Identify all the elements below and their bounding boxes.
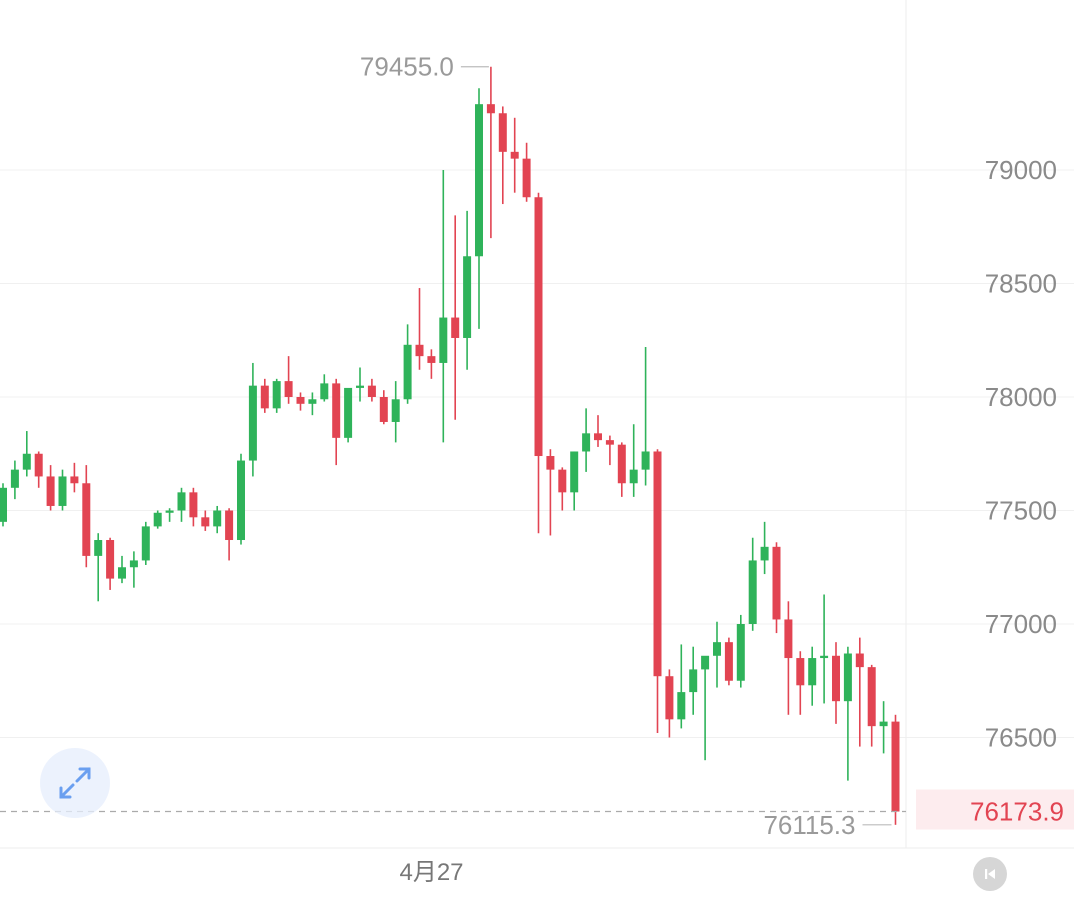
candle-body bbox=[237, 460, 245, 541]
time-axis-label: 4月27 bbox=[399, 859, 463, 886]
candle-body bbox=[617, 444, 626, 484]
candle-body bbox=[653, 451, 662, 677]
candle-body bbox=[46, 476, 55, 506]
candle-body bbox=[891, 721, 900, 812]
candle-body bbox=[367, 385, 376, 397]
candle-body bbox=[689, 669, 698, 693]
candle-body bbox=[165, 510, 174, 513]
low-price-label: 76115.3 bbox=[763, 810, 855, 840]
candle-body bbox=[272, 381, 281, 409]
candle-body bbox=[522, 158, 531, 198]
candle-body bbox=[439, 317, 448, 363]
candle-body bbox=[796, 658, 805, 686]
candle-body bbox=[510, 151, 519, 159]
candle-body bbox=[760, 546, 769, 561]
y-tick-label: 79000 bbox=[985, 155, 1057, 185]
candle-body bbox=[320, 383, 329, 400]
candle-body bbox=[308, 399, 317, 404]
y-tick-label: 77000 bbox=[985, 609, 1057, 639]
candle-body bbox=[724, 642, 733, 681]
candle-body bbox=[141, 526, 150, 561]
candle-body bbox=[867, 667, 876, 727]
candle-body bbox=[463, 256, 472, 338]
candle-body bbox=[558, 469, 567, 493]
candle-body bbox=[153, 512, 162, 527]
y-tick-label: 78000 bbox=[985, 382, 1057, 412]
candle-body bbox=[415, 344, 424, 357]
candle-body bbox=[772, 546, 781, 620]
candle-body bbox=[570, 451, 579, 493]
current-price-label: 76173.9 bbox=[970, 797, 1064, 827]
candle-body bbox=[260, 385, 269, 409]
candle-body bbox=[248, 385, 257, 461]
candle-body bbox=[629, 469, 638, 484]
candle-body bbox=[403, 344, 412, 400]
candle-body bbox=[736, 624, 745, 681]
candle-body bbox=[713, 642, 721, 656]
candle-body bbox=[344, 387, 353, 438]
candle-body bbox=[820, 655, 829, 659]
candle-body bbox=[379, 397, 388, 422]
candle-body bbox=[391, 399, 400, 422]
current-price-badge bbox=[916, 789, 1074, 830]
y-tick-label: 78500 bbox=[985, 269, 1057, 299]
candle-body bbox=[70, 476, 79, 484]
candle-body bbox=[498, 113, 507, 152]
candle-body bbox=[832, 655, 840, 702]
candle-body bbox=[58, 476, 67, 506]
candle-body bbox=[129, 560, 138, 568]
candle-body bbox=[677, 692, 686, 720]
expand-diagonal-icon bbox=[59, 767, 91, 799]
candle-body bbox=[10, 469, 19, 488]
candle-body bbox=[605, 440, 614, 445]
candle-body bbox=[582, 433, 591, 452]
candle-body bbox=[534, 197, 543, 457]
candle-body bbox=[855, 653, 864, 668]
candle-body bbox=[34, 453, 43, 477]
candle-body bbox=[201, 517, 210, 527]
candle-body bbox=[225, 510, 234, 541]
price-markers: 79455.0 76115.3 76173.9 bbox=[0, 52, 1074, 840]
candle-body bbox=[843, 653, 852, 702]
price-axis: 76500 77000 77500 78000 78500 79000 bbox=[985, 155, 1057, 753]
candle-body bbox=[748, 560, 757, 624]
candle-body bbox=[594, 433, 602, 441]
candle-body bbox=[284, 381, 293, 397]
candle-body bbox=[808, 658, 817, 686]
candle-body bbox=[665, 676, 674, 720]
candle-body bbox=[427, 356, 436, 363]
candle-body bbox=[451, 317, 460, 338]
candle-body bbox=[296, 397, 305, 404]
expand-button[interactable] bbox=[40, 748, 110, 818]
candle-body bbox=[475, 104, 483, 257]
candles bbox=[0, 66, 900, 825]
candle-body bbox=[106, 540, 115, 579]
candle-body bbox=[177, 492, 186, 511]
candle-body bbox=[22, 453, 31, 470]
skip-to-start-icon bbox=[985, 869, 995, 879]
candle-body bbox=[356, 385, 364, 388]
candle-body bbox=[486, 104, 495, 114]
candle-body bbox=[82, 483, 91, 556]
candle-body bbox=[641, 451, 650, 470]
candle-body bbox=[879, 721, 888, 727]
candle-body bbox=[546, 456, 555, 470]
candle-body bbox=[332, 383, 341, 438]
y-tick-label: 76500 bbox=[985, 723, 1057, 753]
candle-body bbox=[94, 540, 103, 556]
candle-body bbox=[213, 510, 222, 527]
candle-body bbox=[0, 487, 7, 522]
rewind-button[interactable] bbox=[973, 857, 1007, 891]
candle-body bbox=[784, 619, 793, 659]
high-price-label: 79455.0 bbox=[360, 52, 454, 82]
y-tick-label: 77500 bbox=[985, 496, 1057, 526]
candle-body bbox=[701, 655, 710, 670]
candle-body bbox=[118, 567, 126, 579]
candle-body bbox=[189, 492, 198, 518]
